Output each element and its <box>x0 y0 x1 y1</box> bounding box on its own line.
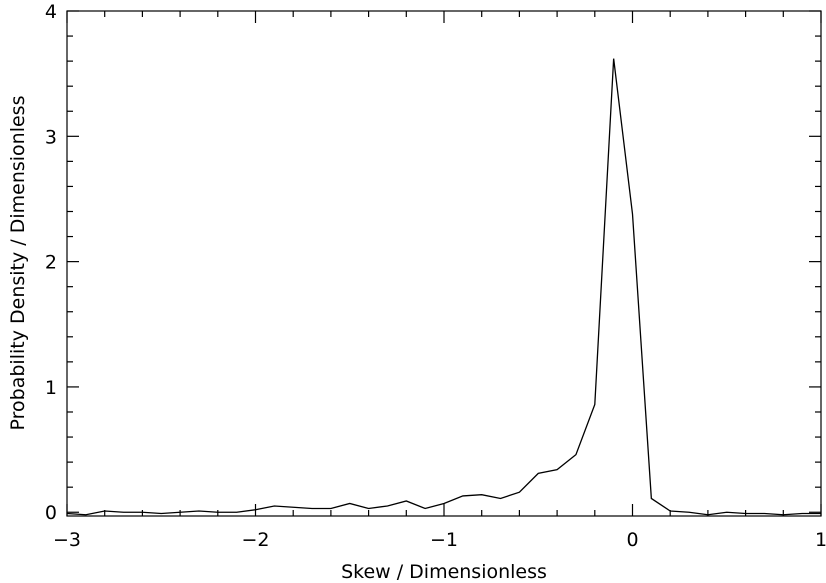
y-tick-label: 1 <box>45 377 57 399</box>
y-tick-label: 3 <box>45 126 57 148</box>
y-tick-label: 4 <box>45 1 57 23</box>
y-axis-label: Probability Density / Dimensionless <box>7 96 29 431</box>
axis-tick-labels: −3 −2 −1 0 1 0 1 2 3 4 <box>45 1 826 551</box>
x-tick-label: −1 <box>430 529 458 551</box>
series-line <box>66 58 821 516</box>
x-tick-label: 0 <box>626 529 638 551</box>
y-tick-label: 2 <box>45 252 57 274</box>
x-axis-label: Skew / Dimensionless <box>341 561 547 583</box>
axis-ticks <box>66 10 822 516</box>
x-tick-label: −3 <box>53 529 81 551</box>
y-tick-label: 0 <box>45 502 57 524</box>
plot-frame <box>66 10 822 517</box>
x-tick-label: −2 <box>241 529 269 551</box>
x-tick-label: 1 <box>815 529 826 551</box>
